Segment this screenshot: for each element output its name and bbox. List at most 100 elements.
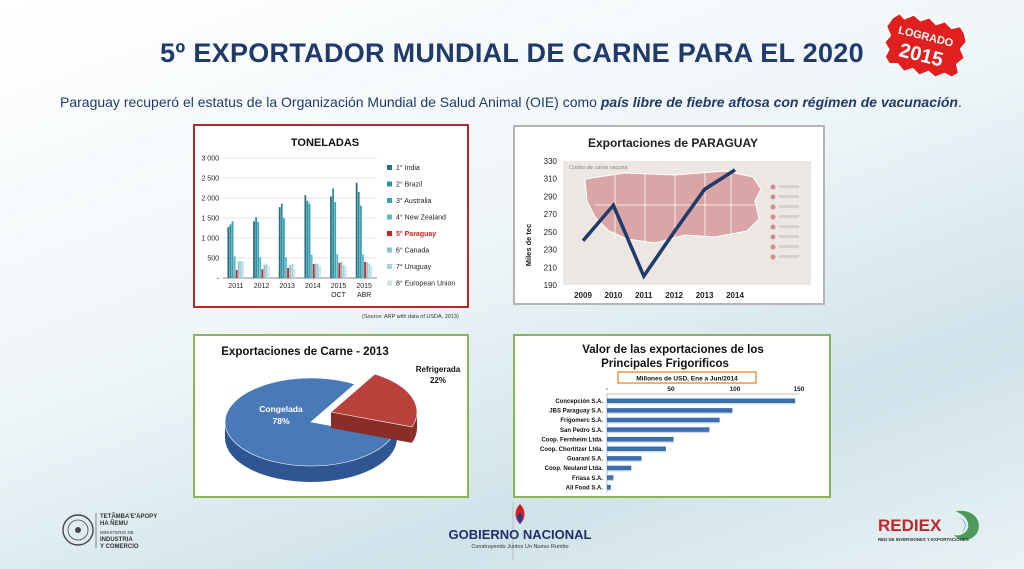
y-tick-label: 1 500 xyxy=(201,216,219,223)
beef-cuts-caption: Cortes de carne vacuna xyxy=(569,165,627,171)
x-tick-label: ABR xyxy=(357,292,371,299)
line-chart-ylabel: Miles de tec xyxy=(524,224,533,267)
beef-cow-silhouette xyxy=(584,170,762,244)
cut-legend-bar xyxy=(779,255,799,258)
bar xyxy=(330,196,332,278)
category-label: Frigomerc S.A. xyxy=(560,418,603,424)
ministerio-industria-logo: TETÃMBA'E'APOPY HA ÑEMU MINISTERIO DE IN… xyxy=(62,513,157,550)
category-label: Concepción S.A. xyxy=(555,399,603,405)
cut-legend-dot xyxy=(770,254,776,260)
bar-shadow xyxy=(607,479,614,482)
ministerio-line2: HA ÑEMU xyxy=(100,520,128,527)
line-chart-title: Exportaciones de PARAGUAY xyxy=(588,136,758,150)
cut-legend-dot xyxy=(770,214,776,220)
bar xyxy=(280,203,283,278)
y-tick-label: - xyxy=(217,276,220,283)
y-tick-label: 270 xyxy=(544,210,558,219)
bar xyxy=(287,268,289,278)
bar xyxy=(306,200,309,278)
rediex-sub-text: RED DE INVERSIONES Y EXPORTACIONES xyxy=(878,537,969,542)
logrado-2015-badge: LOGRADO 2015 xyxy=(882,11,968,79)
bar xyxy=(304,195,307,278)
category-label: Coop. Fernheim Ltda. xyxy=(541,437,603,443)
bar xyxy=(312,264,315,278)
bar xyxy=(255,217,257,278)
pie-chart-title: Exportaciones de Carne - 2013 xyxy=(221,346,388,358)
bar xyxy=(342,265,345,278)
legend-swatch xyxy=(387,264,392,269)
ministerio-line1: TETÃMBA'E'APOPY xyxy=(100,513,157,520)
y-tick-label: 2 000 xyxy=(201,196,219,203)
bar xyxy=(242,260,244,278)
category-label: Guaraní S.A. xyxy=(567,457,603,463)
bar xyxy=(607,484,611,490)
page-subtitle: Paraguay recuperó el estatus de la Organ… xyxy=(60,94,962,110)
y-tick-label: 250 xyxy=(544,228,558,237)
pie-slice-side xyxy=(225,422,397,482)
y-tick-label: 330 xyxy=(544,157,558,166)
hbar-title-line2: Principales Frigorificos xyxy=(601,358,729,370)
category-label: JBS Paraguay S.A. xyxy=(549,409,603,415)
y-tick-label: 210 xyxy=(544,263,558,272)
page-title: 5º EXPORTADOR MUNDIAL DE CARNE PARA EL 2… xyxy=(160,38,864,68)
bar xyxy=(362,254,364,278)
y-tick-label: 230 xyxy=(544,246,558,255)
bar xyxy=(314,263,317,278)
gobierno-sub-text: Construyendo Juntos Un Nuevo Rumbo xyxy=(471,544,568,550)
bar xyxy=(233,256,236,278)
bar xyxy=(368,263,371,278)
x-tick-label: 2009 xyxy=(574,291,592,300)
toneladas-chart: TONELADAS - 500 1 000 1 500 2 000 2 500 3 000 2… xyxy=(201,137,455,299)
pie-slice-side xyxy=(331,412,412,443)
x-tick-label: 2012 xyxy=(254,283,270,290)
bar-shadow xyxy=(607,441,674,443)
hbar-title-line1: Valor de las exportaciones de los xyxy=(582,344,764,356)
legend-label: 4° New Zealand xyxy=(396,214,446,222)
y-tick-label: 500 xyxy=(207,256,219,263)
bar xyxy=(282,218,285,278)
bar xyxy=(231,221,234,278)
chart-source-note: (Source: ARP with data of USDA, 2013) xyxy=(362,314,459,320)
x-tick-label: 2011 xyxy=(228,283,243,290)
legend-swatch xyxy=(387,280,392,286)
x-tick-label: 2014 xyxy=(726,291,744,300)
legend-swatch xyxy=(387,214,392,220)
cut-legend-dot xyxy=(770,244,776,250)
y-tick-label: 310 xyxy=(544,175,558,184)
bar xyxy=(340,261,343,278)
gobierno-nacional-logo: GOBIERNO NACIONAL Construyendo Juntos Un… xyxy=(449,504,592,550)
ministerio-seal-icon xyxy=(62,514,94,546)
cut-legend-bar xyxy=(779,215,799,218)
bar xyxy=(607,446,666,452)
bar-shadow xyxy=(607,489,611,491)
bar xyxy=(285,257,287,278)
y-tick-label: 1 000 xyxy=(201,236,219,243)
category-label: San Pedro S.A. xyxy=(560,428,603,434)
bar xyxy=(229,224,232,278)
legend-swatch xyxy=(387,181,392,187)
badge-starburst-shape xyxy=(882,11,968,79)
x-tick-label: 2015 xyxy=(356,283,372,290)
frigorificos-panel: Valor de las exportaciones de los Princi… xyxy=(513,334,831,498)
exportaciones-carne-2013-panel: Exportaciones de Carne - 2013 Congelada 7… xyxy=(193,334,469,498)
bar xyxy=(357,192,360,278)
bar-shadow xyxy=(607,422,720,424)
bar xyxy=(607,475,614,480)
bar-shadow xyxy=(607,431,710,434)
cut-legend-dot xyxy=(770,224,776,230)
bar xyxy=(338,262,341,278)
bar xyxy=(607,427,710,432)
bar xyxy=(235,270,238,278)
x-tick-label: 2011 xyxy=(635,291,653,300)
ministerio-line5: Y COMERCIO xyxy=(100,544,139,550)
bar xyxy=(278,207,281,278)
hbar-units-label: Millones de USD, Ene a Jun/2014 xyxy=(636,376,738,383)
bar xyxy=(370,266,373,278)
bar xyxy=(364,262,366,278)
bar-shadow xyxy=(607,460,642,462)
subtitle-plain: Paraguay recuperó el estatus de la Organ… xyxy=(60,94,601,110)
x-tick-label: 100 xyxy=(730,386,741,393)
pie-percent: 22% xyxy=(430,376,446,385)
rediex-logo: REDIEX RED DE INVERSIONES Y EXPORTACIONE… xyxy=(878,510,979,542)
pie-slice xyxy=(224,377,393,467)
